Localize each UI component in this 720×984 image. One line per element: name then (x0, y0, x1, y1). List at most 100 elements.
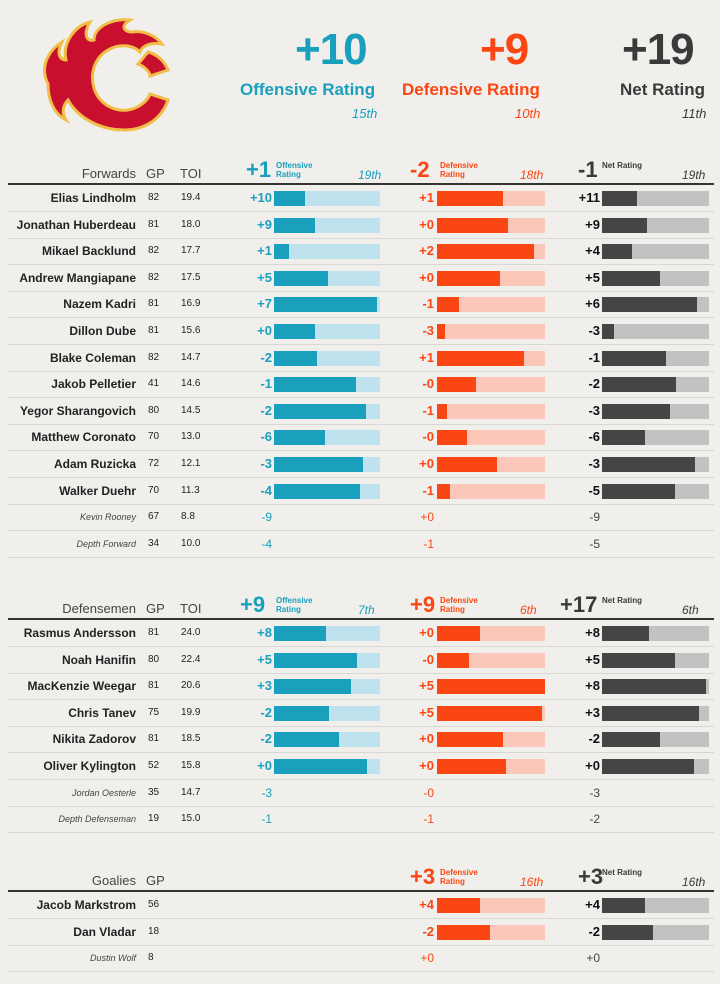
offense-bar (274, 483, 360, 499)
net-value: +0 (585, 758, 600, 773)
defense-summary-value: -2 (410, 157, 430, 182)
offense-value: -2 (260, 704, 272, 720)
defense-bar (437, 898, 480, 913)
defense-value: -1 (422, 296, 434, 312)
defense-bar (437, 350, 524, 366)
defense-bar (437, 732, 503, 748)
net-bar-track (602, 244, 709, 260)
offense-value: +5 (257, 651, 272, 667)
defense-bar (437, 924, 490, 940)
defense-value: -3 (422, 323, 434, 338)
defense-bar (437, 457, 497, 472)
toi-header: TOI (180, 601, 202, 616)
net-value: -6 (588, 429, 600, 445)
time-on-ice: 13.0 (181, 431, 201, 443)
team-defense-value: +9 (480, 25, 529, 74)
net-bar-track (602, 191, 709, 206)
defense-bar-track (437, 626, 545, 641)
offense-value: -9 (261, 510, 272, 525)
games-played: 80 (148, 653, 160, 665)
games-played: 81 (148, 733, 160, 745)
games-played: 8 (148, 952, 154, 964)
net-bar-track (602, 626, 709, 641)
offense-bar-track (274, 652, 380, 668)
table-row: Elias Lindholm 82 19.4 +10 +1 +11 (8, 185, 714, 212)
table-row: Jacob Markstrom 56 +4 +4 (8, 892, 714, 919)
defense-bar (437, 217, 508, 233)
offense-bar (274, 297, 377, 313)
section-title: Defensemen (62, 601, 136, 616)
defense-value: +0 (420, 951, 434, 966)
time-on-ice: 12.1 (181, 458, 201, 469)
defense-value: +5 (419, 678, 434, 694)
net-value: -1 (588, 349, 600, 365)
gp-header: GP (146, 873, 165, 888)
defense-bar-track (437, 483, 545, 499)
defense-value: +0 (419, 456, 434, 471)
defense-bar-track (437, 324, 545, 339)
net-bar (602, 217, 647, 233)
defense-value: -1 (423, 536, 434, 551)
defense-value: +0 (419, 216, 434, 232)
games-played: 81 (148, 218, 160, 230)
net-bar-track (602, 430, 709, 446)
net-bar-track (602, 350, 709, 366)
offense-summary-rank: 7th (358, 603, 375, 617)
offense-value: -4 (261, 536, 272, 551)
time-on-ice: 15.0 (181, 813, 201, 825)
net-bar (602, 324, 614, 339)
offense-value: -3 (260, 456, 272, 471)
defense-bar (437, 430, 467, 446)
games-played: 81 (148, 325, 160, 336)
team-offense-value: +10 (295, 25, 368, 74)
offense-bar-track (274, 483, 380, 499)
net-bar (602, 377, 676, 393)
games-played: 82 (148, 271, 160, 283)
offense-bar-track (274, 759, 380, 774)
games-played: 75 (148, 706, 160, 718)
time-on-ice: 14.6 (181, 378, 201, 390)
net-bar-track (602, 679, 709, 695)
net-summary-value: +17 (560, 592, 598, 617)
defense-bar-track (437, 377, 545, 393)
net-bar-track (602, 270, 709, 286)
table-row: Nazem Kadri 81 16.9 +7 -1 +6 (8, 291, 714, 319)
table-row: Dustin Wolf 8 +0 +0 (8, 945, 714, 973)
offense-bar-track (274, 350, 380, 366)
defense-value: +1 (419, 349, 434, 365)
table-row: MacKenzie Weegar 81 20.6 +3 +5 +8 (8, 673, 714, 701)
net-bar (602, 191, 637, 206)
net-bar (602, 483, 675, 499)
offense-bar (274, 270, 328, 286)
net-bar-track (602, 652, 709, 668)
offense-bar (274, 403, 366, 419)
defense-bar-track (437, 350, 545, 366)
net-bar-track (602, 297, 709, 313)
offense-summary-label: Offensive Rating (276, 161, 313, 179)
net-value: -3 (588, 456, 600, 471)
defense-value: +4 (419, 897, 434, 912)
player-name: Nikita Zadorov (52, 732, 136, 747)
defense-bar (437, 377, 476, 393)
defense-bar-track (437, 679, 545, 695)
net-summary-label: Net Rating (602, 596, 642, 605)
offense-summary-rank: 19th (358, 168, 382, 182)
offense-bar-track (274, 244, 380, 260)
offense-bar-track (274, 191, 380, 206)
table-row: Chris Tanev 75 19.9 -2 +5 +3 (8, 700, 714, 727)
offense-value: -2 (260, 402, 272, 418)
defense-bar (437, 759, 506, 774)
net-bar (602, 759, 694, 774)
offense-bar-track (274, 679, 380, 695)
time-on-ice: 14.5 (181, 404, 201, 416)
net-value: +5 (585, 651, 600, 667)
defense-summary-rank: 6th (520, 603, 537, 617)
team-offense-rank: 15th (352, 106, 378, 121)
offense-bar-track (274, 732, 380, 748)
net-bar (602, 626, 649, 641)
defense-summary-label: Defensive Rating (440, 868, 478, 886)
net-value: +9 (585, 216, 600, 232)
net-value: +8 (585, 625, 600, 640)
net-value: +0 (586, 951, 600, 966)
time-on-ice: 18.0 (181, 218, 201, 230)
